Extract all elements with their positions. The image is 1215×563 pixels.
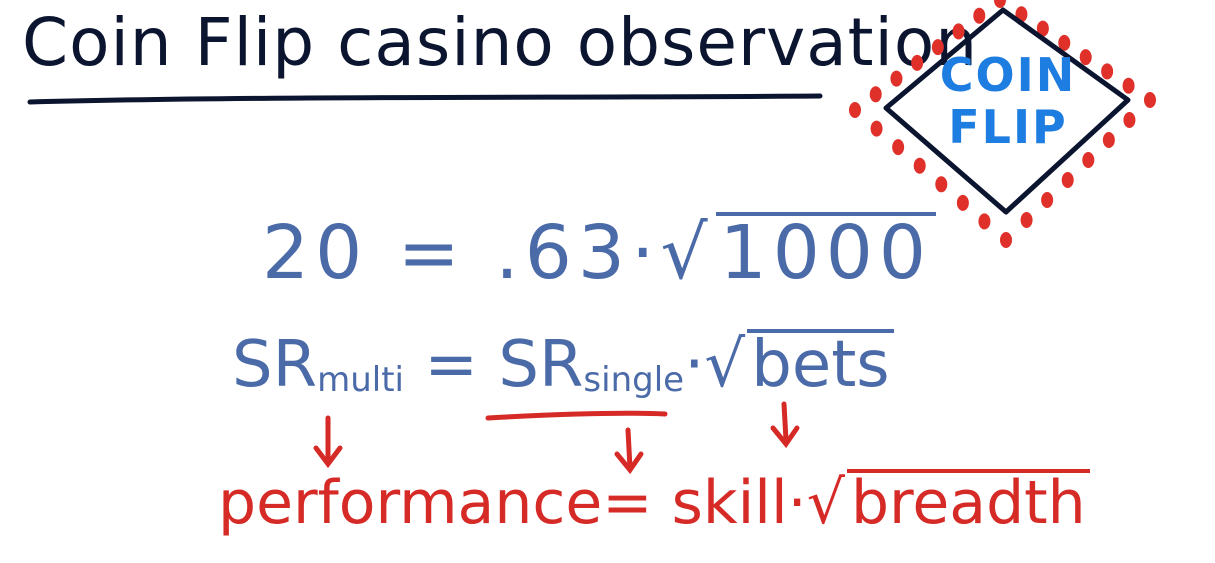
- eq3-sqrt-sign: √: [806, 468, 845, 538]
- equation-numeric: 20 = .63·√1000: [262, 210, 936, 296]
- eq2-dot: ·: [684, 328, 705, 402]
- badge-dot: [1102, 132, 1115, 148]
- badge-dot: [1101, 63, 1114, 80]
- eq1-factor: .63: [495, 210, 631, 296]
- badge-dot: [994, 0, 1006, 8]
- badge-line-2: FLIP: [948, 100, 1068, 154]
- badge-dot: [1122, 77, 1135, 94]
- badge-dot: [913, 157, 926, 174]
- eq2-lhs-sub: multi: [317, 360, 404, 401]
- badge-dot: [1058, 34, 1071, 51]
- equation-symbolic: SRmulti = SRsingle·√bets: [232, 328, 894, 402]
- page-title: Coin Flip casino observation: [22, 4, 979, 81]
- eq1-lhs: 20: [262, 210, 369, 296]
- badge-dot: [1082, 152, 1095, 168]
- eq2-radicand: bets: [747, 329, 894, 397]
- eq3-dot: ·: [787, 468, 807, 538]
- skill-underline: [485, 410, 668, 421]
- eq2-rhs-main: SR: [498, 328, 584, 402]
- badge-dot: [973, 7, 986, 24]
- badge-dot: [1000, 232, 1012, 248]
- badge-dot: [935, 176, 948, 193]
- badge-dot: [1079, 49, 1092, 66]
- equation-words: performance= skill·√ breadth: [218, 468, 1090, 538]
- eq1-radicand: 1000: [715, 212, 936, 290]
- eq3-radicand: breadth: [846, 469, 1090, 533]
- badge-dot: [890, 70, 903, 87]
- badge-dot: [892, 139, 905, 156]
- badge-dot: [956, 194, 969, 211]
- eq2-lhs-main: SR: [232, 328, 318, 402]
- eq1-sqrt-sign: √: [660, 210, 714, 296]
- badge-dot: [1123, 112, 1136, 128]
- badge-dot: [911, 54, 924, 71]
- badge-dot: [1036, 20, 1049, 37]
- arrow-skill-icon: [614, 427, 644, 475]
- arrow-performance-icon: [313, 415, 343, 469]
- eq2-rhs-sub: single: [583, 360, 685, 401]
- eq2-equals: =: [424, 328, 478, 402]
- badge-dot: [978, 213, 991, 230]
- badge-dot: [849, 102, 861, 118]
- badge-dot: [931, 39, 944, 56]
- badge-dot: [1061, 172, 1074, 188]
- eq1-dot: ·: [630, 210, 661, 296]
- badge-dot: [952, 23, 965, 40]
- eq2-sqrt-sign: √: [704, 328, 746, 402]
- eq3-skill: skill: [671, 468, 788, 538]
- badge-dot: [1144, 92, 1156, 108]
- eq1-equals: =: [397, 210, 466, 296]
- badge-dot: [869, 86, 882, 103]
- eq3-equals: =: [602, 468, 653, 538]
- badge-dot: [1041, 192, 1054, 208]
- badge-dot: [870, 120, 883, 137]
- eq3-lhs: performance: [218, 468, 603, 538]
- arrow-breadth-icon: [770, 401, 800, 449]
- badge-line-1: COIN: [939, 48, 1077, 102]
- badge-dot: [1020, 212, 1033, 228]
